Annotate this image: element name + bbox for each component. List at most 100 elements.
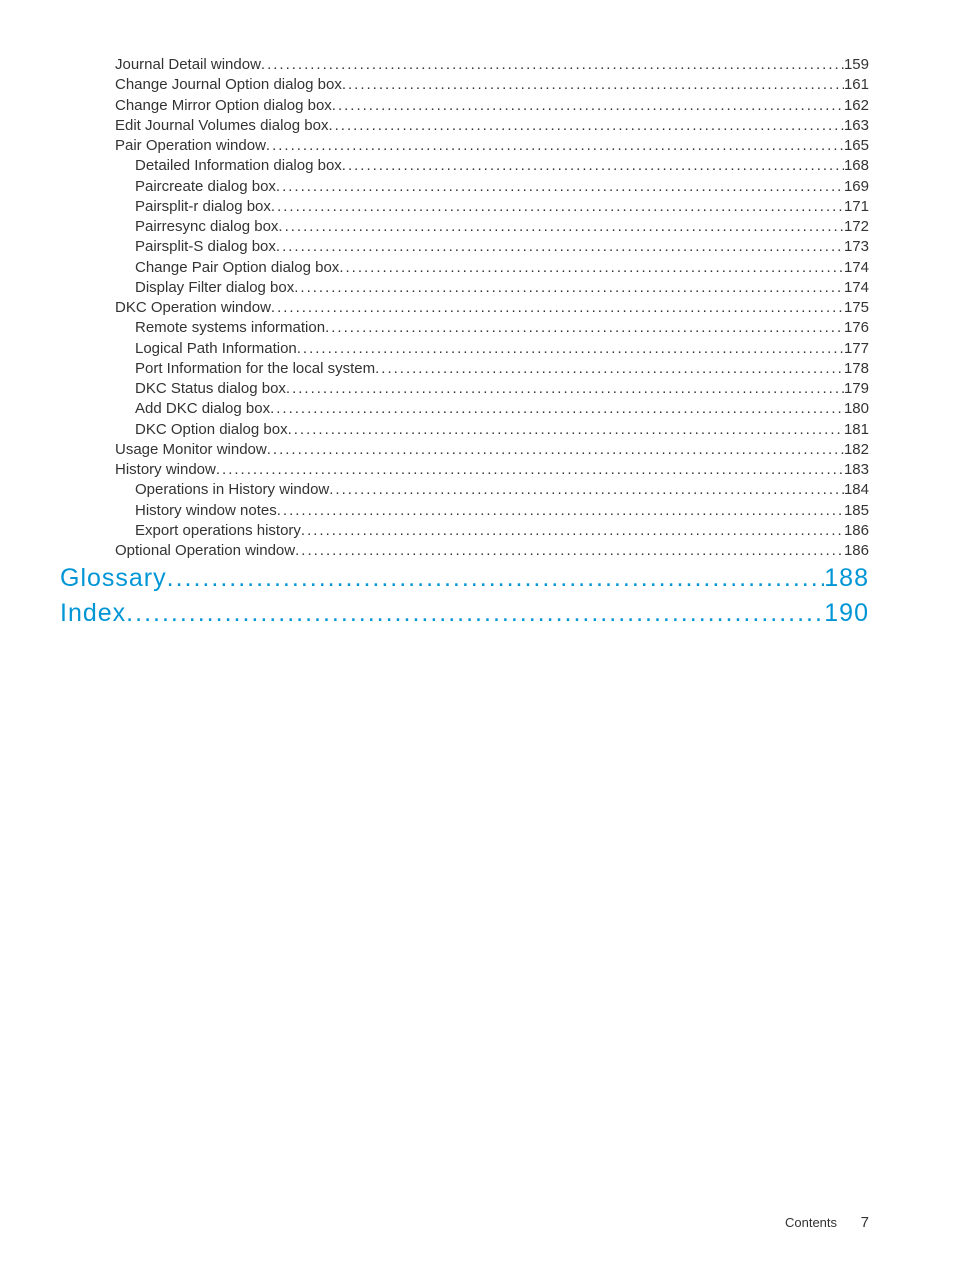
toc-entry-title: Remote systems information bbox=[135, 318, 325, 338]
page: Journal Detail window 159Change Journal … bbox=[0, 0, 954, 1271]
toc-entry[interactable]: Pairresync dialog box 172 bbox=[60, 217, 869, 237]
toc-leader-dots bbox=[216, 460, 844, 480]
toc-entry[interactable]: Edit Journal Volumes dialog box 163 bbox=[60, 116, 869, 136]
toc-entry-title: Logical Path Information bbox=[135, 339, 297, 359]
toc-entry-title: Add DKC dialog box bbox=[135, 399, 270, 419]
toc-entry[interactable]: Port Information for the local system 178 bbox=[60, 359, 869, 379]
toc-entry-page: 174 bbox=[844, 278, 869, 298]
toc-leader-dots bbox=[325, 318, 844, 338]
toc-entry-title: Pairsplit-r dialog box bbox=[135, 197, 271, 217]
toc-entry[interactable]: DKC Operation window 175 bbox=[60, 298, 869, 318]
toc-entry-page: 190 bbox=[824, 596, 869, 631]
toc-entry[interactable]: Display Filter dialog box 174 bbox=[60, 278, 869, 298]
toc-entry-page: 184 bbox=[844, 480, 869, 500]
footer-page-number: 7 bbox=[861, 1214, 869, 1231]
toc-leader-dots bbox=[294, 278, 844, 298]
toc-entry[interactable]: Journal Detail window 159 bbox=[60, 55, 869, 75]
toc-entry-page: 177 bbox=[844, 339, 869, 359]
toc-entry[interactable]: Change Mirror Option dialog box 162 bbox=[60, 96, 869, 116]
toc-entry[interactable]: Change Journal Option dialog box 161 bbox=[60, 75, 869, 95]
toc-entry-title: Glossary bbox=[60, 561, 167, 596]
toc-entry[interactable]: Detailed Information dialog box 168 bbox=[60, 156, 869, 176]
toc-leader-dots bbox=[270, 399, 844, 419]
toc-entry-page: 183 bbox=[844, 460, 869, 480]
toc-entry-page: 181 bbox=[844, 420, 869, 440]
toc-entry-page: 180 bbox=[844, 399, 869, 419]
table-of-contents: Journal Detail window 159Change Journal … bbox=[60, 55, 869, 631]
toc-entry[interactable]: DKC Option dialog box 181 bbox=[60, 420, 869, 440]
toc-leader-dots bbox=[266, 136, 844, 156]
toc-entry-title: Export operations history bbox=[135, 521, 301, 541]
toc-entry-page: 176 bbox=[844, 318, 869, 338]
toc-entry-title: Pairresync dialog box bbox=[135, 217, 278, 237]
toc-entry-page: 175 bbox=[844, 298, 869, 318]
toc-entry-title: Change Pair Option dialog box bbox=[135, 258, 339, 278]
toc-entry[interactable]: Pairsplit-S dialog box 173 bbox=[60, 237, 869, 257]
toc-leader-dots bbox=[126, 596, 824, 631]
toc-entry-page: 168 bbox=[844, 156, 869, 176]
toc-leader-dots bbox=[276, 177, 844, 197]
toc-entry[interactable]: Pair Operation window 165 bbox=[60, 136, 869, 156]
toc-leader-dots bbox=[375, 359, 844, 379]
toc-entry-page: 172 bbox=[844, 217, 869, 237]
toc-leader-dots bbox=[329, 480, 844, 500]
toc-entry-title: Operations in History window bbox=[135, 480, 329, 500]
toc-entry-title: Paircreate dialog box bbox=[135, 177, 276, 197]
toc-heading-entry[interactable]: Index 190 bbox=[60, 596, 869, 631]
toc-leader-dots bbox=[167, 561, 825, 596]
toc-leader-dots bbox=[328, 116, 844, 136]
toc-entry-page: 174 bbox=[844, 258, 869, 278]
toc-entry-title: Change Mirror Option dialog box bbox=[115, 96, 332, 116]
toc-entry-page: 169 bbox=[844, 177, 869, 197]
toc-leader-dots bbox=[276, 237, 844, 257]
toc-entry[interactable]: Remote systems information 176 bbox=[60, 318, 869, 338]
toc-entry-page: 186 bbox=[844, 541, 869, 561]
toc-leader-dots bbox=[278, 217, 844, 237]
toc-entry-title: History window notes bbox=[135, 501, 277, 521]
toc-entry-title: Usage Monitor window bbox=[115, 440, 267, 460]
toc-leader-dots bbox=[261, 55, 844, 75]
toc-entry-page: 161 bbox=[844, 75, 869, 95]
toc-entry[interactable]: Usage Monitor window 182 bbox=[60, 440, 869, 460]
toc-entry[interactable]: Logical Path Information 177 bbox=[60, 339, 869, 359]
toc-entry-page: 159 bbox=[844, 55, 869, 75]
toc-entry-page: 188 bbox=[824, 561, 869, 596]
toc-leader-dots bbox=[339, 258, 844, 278]
toc-leader-dots bbox=[342, 156, 844, 176]
toc-entry[interactable]: Add DKC dialog box 180 bbox=[60, 399, 869, 419]
toc-entry-page: 162 bbox=[844, 96, 869, 116]
toc-entry[interactable]: Export operations history 186 bbox=[60, 521, 869, 541]
toc-entry-page: 186 bbox=[844, 521, 869, 541]
toc-entry-page: 171 bbox=[844, 197, 869, 217]
toc-entry[interactable]: History window 183 bbox=[60, 460, 869, 480]
footer-label: Contents bbox=[785, 1215, 837, 1230]
toc-entry-page: 173 bbox=[844, 237, 869, 257]
toc-entry-page: 182 bbox=[844, 440, 869, 460]
toc-entry-title: Port Information for the local system bbox=[135, 359, 375, 379]
toc-leader-dots bbox=[332, 96, 844, 116]
toc-entry[interactable]: DKC Status dialog box 179 bbox=[60, 379, 869, 399]
toc-leader-dots bbox=[342, 75, 844, 95]
toc-entry-title: Display Filter dialog box bbox=[135, 278, 294, 298]
toc-entry[interactable]: Change Pair Option dialog box 174 bbox=[60, 258, 869, 278]
toc-leader-dots bbox=[288, 420, 844, 440]
toc-entry[interactable]: Paircreate dialog box 169 bbox=[60, 177, 869, 197]
toc-entry-page: 185 bbox=[844, 501, 869, 521]
toc-entry-title: Journal Detail window bbox=[115, 55, 261, 75]
toc-entry-title: Pairsplit-S dialog box bbox=[135, 237, 276, 257]
toc-entry-title: Edit Journal Volumes dialog box bbox=[115, 116, 328, 136]
toc-leader-dots bbox=[271, 197, 844, 217]
toc-leader-dots bbox=[301, 521, 844, 541]
toc-entry-page: 178 bbox=[844, 359, 869, 379]
toc-leader-dots bbox=[286, 379, 844, 399]
toc-entry[interactable]: Operations in History window 184 bbox=[60, 480, 869, 500]
toc-entry-page: 163 bbox=[844, 116, 869, 136]
toc-heading-entry[interactable]: Glossary 188 bbox=[60, 561, 869, 596]
toc-entry[interactable]: History window notes 185 bbox=[60, 501, 869, 521]
page-footer: Contents 7 bbox=[785, 1214, 869, 1231]
toc-entry[interactable]: Optional Operation window 186 bbox=[60, 541, 869, 561]
toc-entry-title: History window bbox=[115, 460, 216, 480]
toc-entry[interactable]: Pairsplit-r dialog box 171 bbox=[60, 197, 869, 217]
toc-leader-dots bbox=[271, 298, 844, 318]
toc-entry-title: Index bbox=[60, 596, 126, 631]
